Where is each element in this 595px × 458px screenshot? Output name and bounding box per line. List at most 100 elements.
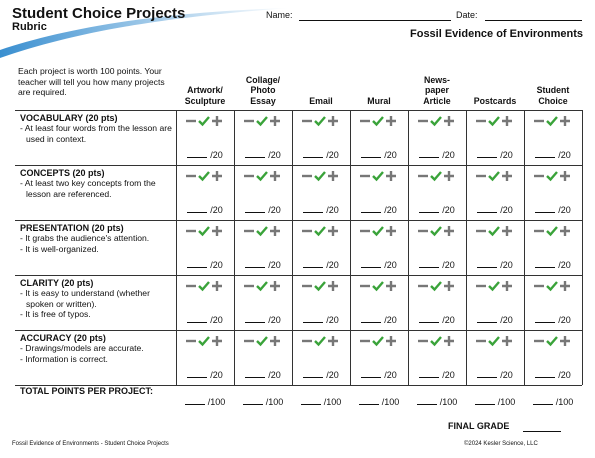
rating-cell bbox=[358, 114, 400, 132]
plus-icon bbox=[502, 226, 512, 236]
rating-cell bbox=[358, 334, 400, 352]
rating-cell bbox=[300, 279, 342, 297]
score-blank bbox=[419, 157, 440, 158]
rating-icons bbox=[534, 226, 570, 237]
score-max: /20 bbox=[268, 370, 281, 380]
rating-cell bbox=[184, 114, 226, 132]
total-blank bbox=[358, 404, 379, 405]
date-line bbox=[485, 20, 582, 21]
score-blank bbox=[303, 212, 324, 213]
plus-icon bbox=[444, 116, 454, 126]
score-max: /20 bbox=[384, 150, 397, 160]
total-cell: /100 bbox=[292, 397, 350, 407]
score-max: /20 bbox=[326, 150, 339, 160]
plus-icon bbox=[560, 171, 570, 181]
score-blank bbox=[187, 377, 208, 378]
check-icon bbox=[256, 226, 268, 237]
column-header: Student Choice bbox=[536, 85, 570, 106]
check-icon bbox=[546, 116, 558, 127]
rating-icons bbox=[534, 116, 570, 127]
score-max: /20 bbox=[500, 150, 513, 160]
total-max: /100 bbox=[381, 397, 400, 407]
rating-cell bbox=[242, 114, 284, 132]
rating-icons bbox=[186, 336, 222, 347]
total-blank bbox=[532, 404, 553, 405]
score-cell: /20 bbox=[292, 205, 350, 215]
score-max: /20 bbox=[384, 315, 397, 325]
score-max: /20 bbox=[384, 260, 397, 270]
criterion-title: VOCABULARY (20 pts) bbox=[20, 113, 118, 123]
score-max: /20 bbox=[210, 370, 223, 380]
rating-cell bbox=[474, 279, 516, 297]
check-icon bbox=[372, 281, 384, 292]
score-cell: /20 bbox=[350, 150, 408, 160]
rating-cell bbox=[184, 279, 226, 297]
score-max: /20 bbox=[268, 205, 281, 215]
score-blank bbox=[303, 157, 324, 158]
total-blank bbox=[242, 404, 263, 405]
check-icon bbox=[546, 171, 558, 182]
score-cell: /20 bbox=[176, 150, 234, 160]
total-cell: /100 bbox=[234, 397, 292, 407]
row-rule bbox=[15, 385, 582, 386]
rating-cell bbox=[242, 224, 284, 242]
plus-icon bbox=[386, 116, 396, 126]
row-rule bbox=[15, 165, 582, 166]
rating-cell bbox=[358, 279, 400, 297]
score-cell: /20 bbox=[466, 370, 524, 380]
plus-icon bbox=[328, 336, 338, 346]
score-max: /20 bbox=[210, 205, 223, 215]
score-blank bbox=[361, 212, 382, 213]
rating-icons bbox=[244, 281, 280, 292]
criterion: CONCEPTS (20 pts) - At least two key conc… bbox=[20, 168, 175, 199]
rating-icons bbox=[244, 171, 280, 182]
column-rule bbox=[408, 110, 409, 385]
score-blank bbox=[187, 212, 208, 213]
plus-icon bbox=[386, 226, 396, 236]
score-cell: /20 bbox=[350, 315, 408, 325]
plus-icon bbox=[328, 226, 338, 236]
score-max: /20 bbox=[442, 260, 455, 270]
rating-icons bbox=[476, 281, 512, 292]
total-cell: /100 bbox=[176, 397, 234, 407]
score-blank bbox=[419, 377, 440, 378]
check-icon bbox=[488, 116, 500, 127]
check-icon bbox=[256, 116, 268, 127]
score-blank bbox=[477, 322, 498, 323]
score-cell: /20 bbox=[292, 150, 350, 160]
rating-icons bbox=[534, 336, 570, 347]
score-blank bbox=[477, 377, 498, 378]
rating-icons bbox=[186, 281, 222, 292]
name-line bbox=[299, 20, 451, 21]
total-blank bbox=[416, 404, 437, 405]
score-cell: /20 bbox=[292, 370, 350, 380]
plus-icon bbox=[444, 336, 454, 346]
plus-icon bbox=[502, 171, 512, 181]
score-blank bbox=[535, 267, 556, 268]
title: Student Choice Projects bbox=[12, 5, 186, 22]
check-icon bbox=[430, 226, 442, 237]
score-blank bbox=[361, 377, 382, 378]
plus-icon bbox=[502, 336, 512, 346]
plus-icon bbox=[270, 171, 280, 181]
check-icon bbox=[314, 281, 326, 292]
score-blank bbox=[361, 267, 382, 268]
footer-right: ©2024 Kesler Science, LLC bbox=[464, 441, 538, 447]
rating-icons bbox=[418, 226, 454, 237]
criterion-title: CLARITY (20 pts) bbox=[20, 278, 94, 288]
rating-cell bbox=[184, 169, 226, 187]
column-rule bbox=[234, 110, 235, 385]
criterion-bullet: - It is easy to understand (whether spok… bbox=[20, 288, 150, 309]
plus-icon bbox=[270, 116, 280, 126]
plus-icon bbox=[212, 336, 222, 346]
check-icon bbox=[198, 336, 210, 347]
score-blank bbox=[419, 267, 440, 268]
column-rule bbox=[466, 110, 467, 385]
column-rule bbox=[176, 110, 177, 385]
plus-icon bbox=[560, 336, 570, 346]
rating-icons bbox=[302, 226, 338, 237]
score-cell: /20 bbox=[524, 260, 582, 270]
score-max: /20 bbox=[268, 315, 281, 325]
score-cell: /20 bbox=[234, 315, 292, 325]
score-max: /20 bbox=[442, 315, 455, 325]
